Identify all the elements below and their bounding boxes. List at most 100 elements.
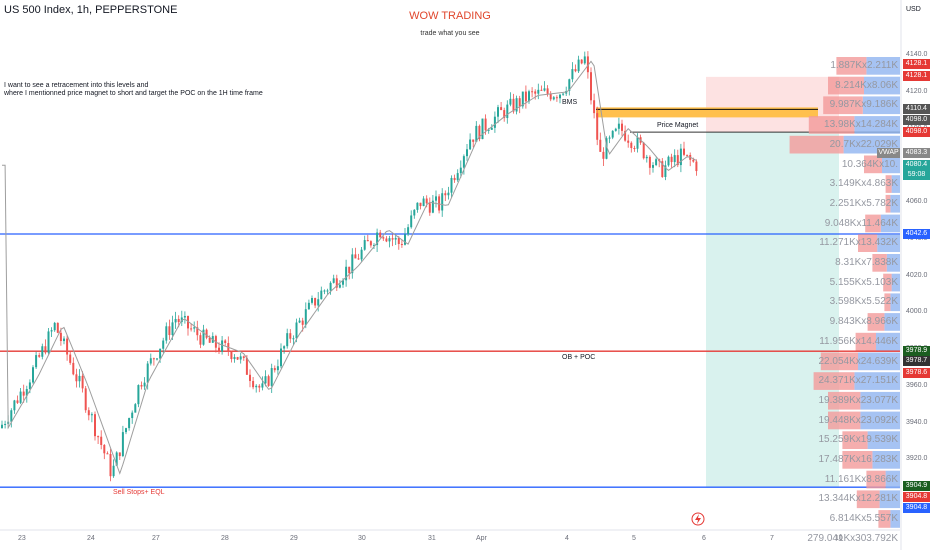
candle-body	[348, 266, 351, 274]
candle-body	[524, 91, 527, 102]
vp-sell-bar	[828, 411, 861, 430]
vp-sell-bar	[836, 57, 867, 75]
candle-body	[25, 389, 28, 396]
date-tick: 7	[770, 535, 774, 542]
candle-body	[444, 193, 447, 196]
candle-body	[661, 161, 664, 177]
candle-body	[624, 130, 627, 141]
candle-body	[292, 338, 295, 340]
vp-row-label: 15.259Kx19.539K	[818, 434, 898, 446]
candle-body	[580, 59, 583, 64]
price-badge: 4098.0	[903, 127, 930, 137]
candle-body	[605, 138, 608, 159]
price-tick: 4020.0	[906, 271, 928, 279]
candle-body	[493, 116, 496, 128]
candle-body	[146, 363, 149, 383]
candle-body	[22, 391, 25, 396]
candlestick-series	[1, 51, 698, 482]
candle-body	[590, 72, 592, 101]
candle-body	[416, 202, 419, 210]
candle-body	[568, 79, 571, 91]
candle-body	[363, 240, 366, 250]
vp-sell-bar	[828, 76, 864, 95]
candle-body	[543, 88, 546, 91]
vp-buy-bar	[867, 431, 900, 449]
vp-row-label: 11.161Kx8.866K	[824, 473, 898, 485]
candle-body	[329, 282, 332, 291]
candle-body	[369, 241, 372, 246]
vp-row-label: 8.214Kx8.06K	[835, 79, 898, 91]
candle-body	[97, 436, 100, 438]
candle-body	[38, 355, 41, 357]
vp-sell-bar	[828, 391, 861, 410]
vp-sell-bar	[813, 372, 855, 390]
price-tick: 3940.0	[906, 418, 928, 426]
vp-buy-bar	[876, 332, 900, 351]
candle-body	[450, 177, 453, 193]
candle-body	[239, 356, 242, 360]
candle-body	[131, 412, 134, 419]
price-badge: 4128.1	[903, 59, 930, 69]
candle-body	[376, 232, 379, 246]
candle-body	[528, 91, 530, 102]
candle-body	[540, 89, 543, 91]
vp-row-label: 8.31Kx7.838K	[835, 257, 898, 268]
candle-body	[574, 69, 577, 72]
vp-buy-bar	[864, 76, 900, 95]
candle-body	[28, 382, 31, 390]
vp-sell-bar	[855, 332, 876, 351]
candle-body	[183, 316, 186, 318]
price-badge: 3904.8	[903, 503, 930, 513]
bms-label: BMS	[562, 99, 578, 106]
candle-body	[121, 432, 124, 457]
candle-body	[252, 380, 255, 388]
symbol-title[interactable]: US 500 Index, 1h, PEPPERSTONE	[4, 4, 178, 16]
candle-body	[109, 453, 112, 477]
date-tick: 30	[358, 535, 366, 542]
candle-body	[32, 367, 34, 383]
candle-body	[521, 91, 524, 107]
vp-sell-bar	[884, 293, 891, 312]
idea-note-line-2: where I mentionned price magnet to short…	[4, 90, 263, 97]
vp-buy-bar	[890, 194, 900, 213]
price-badge: 4083.3	[903, 148, 930, 158]
currency-label: USD	[906, 6, 921, 13]
candle-body	[391, 238, 394, 240]
ob-poc-label: OB + POC	[562, 354, 596, 361]
candle-body	[447, 192, 450, 196]
candle-body	[125, 428, 127, 433]
candle-body	[602, 151, 605, 159]
candle-body	[655, 159, 658, 166]
lightning-icon[interactable]	[691, 512, 705, 526]
candle-body	[84, 388, 87, 411]
vp-row-label: 6.814Kx5.557K	[829, 513, 898, 525]
candle-body	[633, 148, 636, 150]
candle-body	[72, 362, 75, 375]
candle-body	[44, 346, 47, 353]
candle-body	[555, 97, 558, 99]
vp-sell-bar	[878, 510, 891, 528]
candle-body	[13, 400, 16, 411]
candle-body	[94, 414, 96, 437]
vp-sell-bar	[858, 234, 878, 252]
supply-zone	[596, 107, 818, 118]
candle-body	[258, 385, 261, 388]
candle-body	[630, 142, 633, 149]
candle-body	[469, 139, 472, 150]
candle-body	[512, 98, 515, 112]
candle-body	[518, 98, 521, 107]
candle-body	[342, 280, 344, 285]
candle-body	[218, 347, 220, 352]
candle-body	[397, 237, 400, 245]
candle-body	[462, 156, 465, 168]
vp-buy-bar	[854, 116, 900, 134]
candle-body	[90, 414, 93, 416]
candle-body	[193, 327, 196, 329]
candle-body	[140, 385, 143, 387]
vp-row-label: 19.389Kx23.077K	[818, 394, 898, 406]
vp-buy-bar	[884, 313, 900, 331]
candle-body	[59, 332, 62, 342]
candle-body	[323, 290, 326, 292]
candle-body	[208, 337, 211, 343]
